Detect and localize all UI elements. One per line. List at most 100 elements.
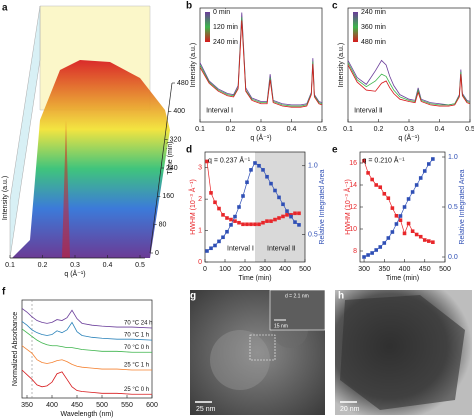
marker [273, 188, 277, 193]
marker [406, 221, 411, 226]
y-axis-label: Intensity (a.u.) [190, 43, 197, 87]
marker [285, 209, 289, 213]
x-tick-label: 500 [439, 266, 451, 273]
x-tick-label: 0.2 [38, 262, 48, 269]
marker [378, 245, 383, 249]
y-tick-label: 1.0 [448, 154, 458, 161]
y-tick-label: 0.5 [308, 231, 318, 238]
series-label: 70 °C 1 h [124, 333, 149, 339]
x-tick-label: 450 [419, 266, 431, 273]
marker [257, 222, 261, 227]
z-tick-label: 320 [170, 137, 182, 144]
x-tick-label: 500 [96, 402, 108, 409]
marker [410, 229, 415, 233]
marker [209, 191, 213, 195]
marker [245, 180, 249, 185]
marker [362, 255, 366, 259]
annotation: Interval Ⅰ [206, 107, 233, 114]
legend-label: 120 min [213, 24, 238, 31]
marker [382, 241, 387, 245]
x-tick-label: 400 [279, 266, 291, 273]
x-tick-label: 0.4 [103, 262, 113, 269]
marker [217, 239, 221, 244]
panel-letter: b [186, 1, 192, 12]
marker [289, 214, 293, 219]
inset [269, 289, 326, 331]
series-label: 25 °C 0 h [124, 387, 149, 393]
z-axis-label: Time (min) [167, 141, 174, 174]
inset-region [249, 334, 276, 361]
annotation: Interval Ⅱ [354, 107, 382, 114]
marker [281, 202, 285, 207]
y-tick-label: 1 [198, 227, 202, 234]
marker [293, 211, 297, 216]
x-tick-label: 300 [259, 266, 271, 273]
z-tick-label: 240 [166, 165, 178, 172]
y-axis-label: Relative Integrated Area [459, 169, 466, 244]
series-line [363, 158, 434, 258]
legend-label: 240 min [361, 9, 386, 16]
marker [431, 240, 435, 244]
x-tick-label: 0.4 [287, 126, 297, 133]
x-axis-label: q (Å⁻¹) [398, 133, 419, 142]
marker [427, 162, 431, 166]
panel-letter: g [190, 291, 196, 302]
marker [410, 190, 415, 194]
panel-letter: a [2, 3, 8, 14]
colorbar [205, 12, 210, 42]
y-tick-label: 14 [349, 182, 357, 189]
series-line [21, 369, 152, 395]
y-tick-label: 2 [198, 196, 202, 203]
marker [233, 214, 237, 219]
plot-frame [359, 151, 446, 263]
x-tick-label: 600 [146, 402, 158, 409]
marker [418, 176, 423, 180]
legend-label: 360 min [361, 24, 386, 31]
marker [297, 211, 301, 216]
x-tick-label: 550 [121, 402, 133, 409]
marker [265, 174, 269, 179]
marker [386, 196, 391, 200]
z-tick-label: 480 [177, 80, 189, 87]
z-tick-label: 0 [155, 250, 159, 257]
marker [205, 159, 209, 164]
marker [402, 231, 407, 236]
marker [257, 163, 261, 168]
scale-text: 25 nm [196, 406, 216, 413]
x-axis-label: q (Å⁻¹) [250, 133, 271, 142]
marker [213, 243, 217, 248]
y-axis-label: Relative Integrated Area [319, 169, 326, 244]
marker [233, 219, 237, 223]
y-tick-label: 0.5 [448, 204, 458, 211]
y-tick-label: 10 [349, 226, 357, 233]
series-line [363, 160, 433, 243]
marker [285, 213, 289, 217]
marker [297, 223, 301, 227]
x-tick-label: 400 [399, 266, 411, 273]
z-tick-label: 80 [159, 222, 167, 229]
marker [398, 214, 403, 218]
series-label: 25 °C 1 h [124, 363, 149, 369]
marker [229, 217, 233, 222]
annotation: Interval Ⅱ [267, 246, 295, 253]
x-tick-label: 0.2 [374, 126, 384, 133]
tem-texture [210, 330, 270, 390]
surface [12, 60, 170, 258]
panel-letter: f [2, 287, 6, 298]
x-tick-label: 0.5 [317, 126, 327, 133]
marker [241, 222, 245, 227]
x-axis-label: q (Å⁻¹) [64, 269, 85, 278]
marker [390, 230, 395, 234]
marker [394, 222, 399, 226]
marker [277, 195, 281, 200]
series-line [21, 308, 153, 329]
marker [414, 183, 419, 187]
z-tick-label: 160 [162, 193, 174, 200]
marker [370, 251, 374, 255]
marker [366, 253, 370, 257]
marker [249, 168, 253, 172]
marker [431, 157, 435, 161]
x-tick-label: 0.3 [256, 126, 266, 133]
marker [237, 220, 241, 225]
